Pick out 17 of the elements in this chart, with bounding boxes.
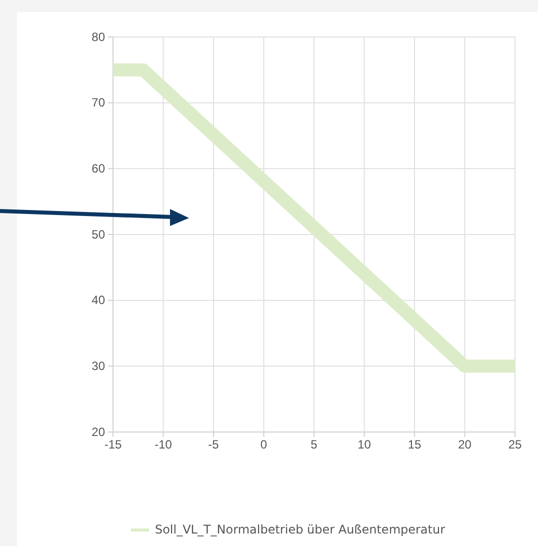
x-tick-label: 25 (508, 438, 522, 452)
y-tick-label: 40 (92, 293, 106, 308)
y-tick-label: 70 (92, 96, 106, 110)
y-tick-label: 30 (92, 359, 106, 374)
x-tick-label: 0 (260, 438, 268, 452)
y-tick-label: 20 (92, 424, 106, 439)
x-tick-label: -5 (208, 438, 220, 452)
y-tick-label: 80 (92, 30, 106, 44)
x-tick-label: 15 (408, 438, 422, 452)
x-tick-label: 5 (310, 438, 318, 452)
x-tick-label: 10 (358, 438, 372, 452)
x-tick-label: 20 (458, 438, 472, 452)
y-tick-label: 60 (92, 162, 106, 176)
x-tick-label: -10 (154, 438, 172, 452)
y-tick-label: 50 (92, 227, 106, 242)
x-tick-label: -15 (104, 438, 122, 452)
legend-label: Soll_VL_T_Normalbetrieb über Außentemperatur (154, 522, 446, 536)
